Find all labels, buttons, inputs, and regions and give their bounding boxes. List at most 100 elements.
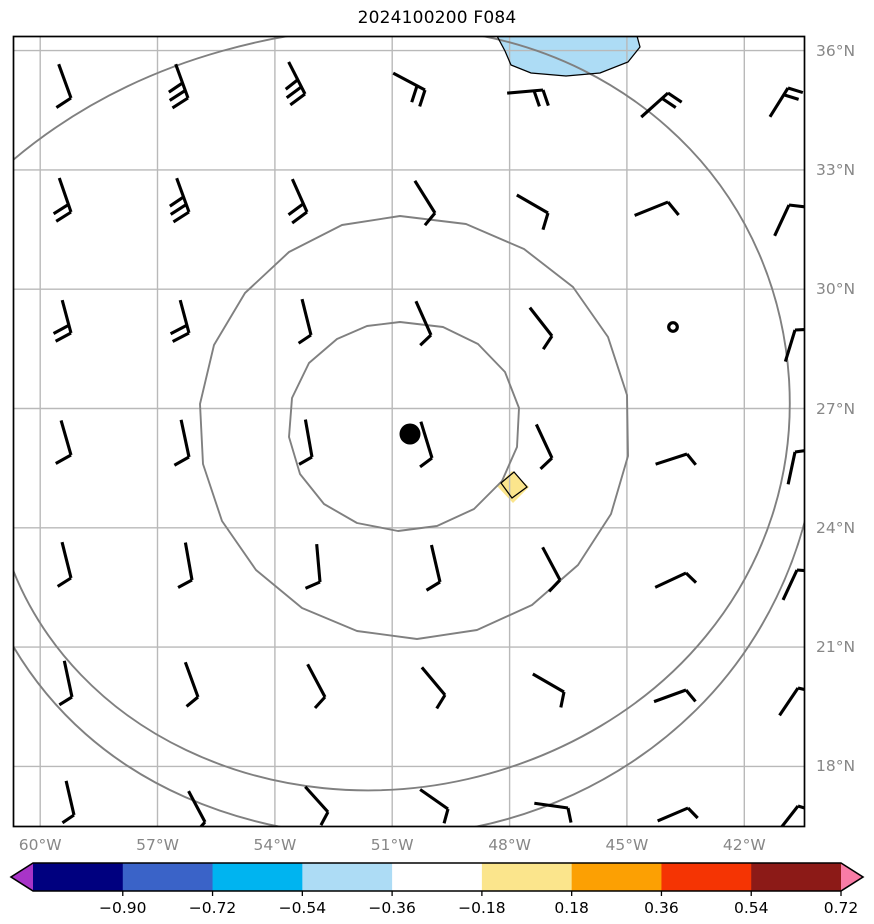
x-tick-label: 45°W	[605, 836, 648, 854]
contour-level-outermost	[13, 518, 805, 827]
wind-barb	[173, 419, 191, 467]
secondary-open-circle-marker	[667, 321, 679, 333]
wind-barb	[534, 801, 573, 823]
wind-barb	[287, 178, 309, 225]
plot-frame	[12, 35, 806, 828]
wind-barb	[304, 544, 322, 590]
colorbar-tick-labels: −0.90 −0.72 −0.54 −0.36 −0.18 0.18 0.36 0.54 0.7…	[99, 891, 858, 917]
y-tick-label: 27°N	[816, 400, 855, 418]
wind-barb	[183, 661, 200, 708]
colorbar-extend-min	[11, 863, 33, 891]
wind-barb	[507, 88, 550, 107]
wind-barb	[528, 306, 554, 351]
x-tick-label: 57°W	[136, 836, 179, 854]
wind-barb	[284, 61, 307, 107]
colorbar-tick-label: −0.36	[368, 899, 416, 917]
wind-barb	[298, 419, 314, 466]
x-axis-tick-labels: 60°W 57°W 54°W 51°W 48°W 45°W 42°W	[19, 836, 766, 854]
filled-region-negative-anomaly-blue	[497, 36, 640, 76]
colorbar-segment	[751, 863, 842, 891]
storm-markers	[399, 321, 679, 445]
wind-barb	[532, 672, 566, 708]
wind-barb	[52, 299, 73, 343]
y-tick-label: 33°N	[816, 161, 855, 179]
wind-barb	[177, 542, 194, 589]
wind-barb	[297, 298, 313, 345]
wind-barb	[304, 785, 330, 826]
wind-barb	[56, 541, 73, 588]
y-tick-label: 36°N	[816, 42, 855, 60]
wind-barb	[640, 91, 683, 119]
wind-barb	[55, 419, 73, 465]
wind-barb	[778, 686, 805, 717]
wind-barb	[414, 300, 433, 347]
wind-barb	[420, 666, 447, 710]
colorbar-segment	[302, 863, 393, 891]
wind-barb	[655, 452, 697, 466]
wind-barb	[413, 179, 437, 227]
wind-barb	[306, 663, 327, 710]
colorbar-segment	[212, 863, 303, 891]
wind-barb	[392, 71, 427, 107]
colorbar-segment	[33, 863, 124, 891]
wind-barb	[653, 688, 697, 704]
contour-level-middle	[199, 215, 629, 640]
colorbar-segment	[122, 863, 214, 891]
wind-barb	[61, 780, 76, 825]
colorbar-segment	[661, 863, 752, 891]
wind-barb	[657, 806, 699, 823]
wind-barb	[419, 788, 450, 824]
wind-barb	[168, 177, 191, 224]
contour-level-inner	[288, 321, 520, 532]
y-tick-label: 24°N	[816, 519, 855, 537]
colorbar[interactable]: −0.90 −0.72 −0.54 −0.36 −0.18 0.18 0.36 0.54 0.7…	[0, 855, 874, 924]
wind-barb	[516, 193, 550, 231]
x-tick-label: 42°W	[723, 836, 766, 854]
wind-barb	[773, 203, 805, 237]
wind-barb	[169, 299, 191, 343]
wind-barb	[167, 63, 190, 110]
wind-barb	[419, 421, 434, 469]
colorbar-tick-label: 0.54	[734, 899, 769, 917]
wind-barb	[786, 448, 805, 485]
y-tick-label: 21°N	[816, 638, 855, 656]
wind-barb-field	[52, 61, 805, 827]
wind-barb	[634, 200, 680, 217]
wind-barb	[776, 804, 805, 827]
colorbar-tick-label: −0.90	[99, 899, 147, 917]
colorbar-extend-max	[841, 863, 863, 891]
feature-outlines	[496, 36, 641, 499]
wind-barb	[52, 177, 73, 223]
chart-title: 2024100200 F084	[357, 8, 517, 28]
outline-negative-anomaly	[496, 36, 641, 77]
colorbar-segment	[571, 863, 662, 891]
colorbar-tick-label: 0.36	[644, 899, 679, 917]
colorbar-tick-label: 0.18	[554, 899, 589, 917]
wind-barb	[55, 63, 73, 109]
storm-center-filled-circle-marker	[399, 423, 421, 445]
x-tick-label: 60°W	[19, 836, 62, 854]
map-plot-area: 60°W 57°W 54°W 51°W 48°W 45°W 42°W 36°N …	[12, 35, 855, 854]
wind-barb	[187, 790, 207, 827]
colorbar-tick-label: −0.72	[189, 899, 237, 917]
colorbar-tick-label: −0.18	[458, 899, 506, 917]
colorbar-segment	[392, 863, 483, 891]
contour-level-outer	[13, 36, 791, 792]
contour-lines	[13, 36, 805, 827]
wind-barb	[783, 327, 805, 363]
x-tick-label: 51°W	[371, 836, 414, 854]
y-tick-label: 18°N	[816, 757, 855, 775]
colorbar-segment	[481, 863, 573, 891]
colorbar-tick-label: −0.54	[279, 899, 327, 917]
wind-barb	[541, 546, 562, 593]
x-tick-label: 48°W	[488, 836, 531, 854]
wind-barb	[768, 86, 804, 118]
y-tick-label: 30°N	[816, 280, 855, 298]
colorbar-segments	[11, 863, 863, 891]
wind-barb	[534, 423, 554, 470]
y-axis-tick-labels: 36°N 33°N 30°N 27°N 24°N 21°N 18°N	[816, 42, 855, 775]
wind-barb	[58, 660, 74, 707]
wind-barb	[654, 571, 698, 589]
wind-barb	[425, 544, 442, 592]
